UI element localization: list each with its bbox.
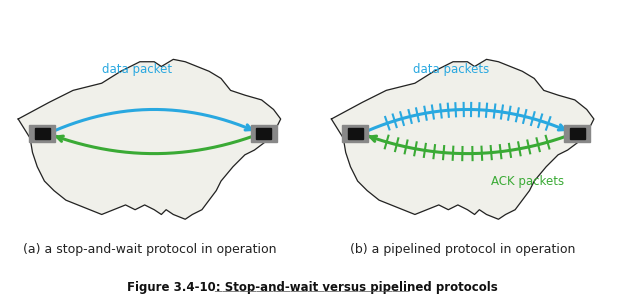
Bar bbox=[29, 125, 55, 142]
Bar bbox=[348, 128, 363, 139]
Bar bbox=[343, 125, 368, 142]
Text: (a) a stop-and-wait protocol in operation: (a) a stop-and-wait protocol in operatio… bbox=[22, 243, 276, 256]
Text: ACK packets: ACK packets bbox=[491, 175, 564, 188]
Text: data packet: data packet bbox=[102, 63, 173, 76]
Bar bbox=[564, 125, 590, 142]
Bar bbox=[256, 128, 271, 139]
Bar bbox=[570, 128, 585, 139]
Text: ──────────────────────────────────────────────: ────────────────────────────────────────… bbox=[214, 290, 410, 296]
Text: Figure 3.4-10: Stop-and-wait versus pipelined protocols: Figure 3.4-10: Stop-and-wait versus pipe… bbox=[127, 281, 497, 294]
Text: (b) a pipelined protocol in operation: (b) a pipelined protocol in operation bbox=[350, 243, 575, 256]
Text: data packets: data packets bbox=[412, 63, 489, 76]
Bar bbox=[34, 128, 49, 139]
Polygon shape bbox=[331, 59, 594, 219]
Bar bbox=[251, 125, 277, 142]
Polygon shape bbox=[18, 59, 281, 219]
